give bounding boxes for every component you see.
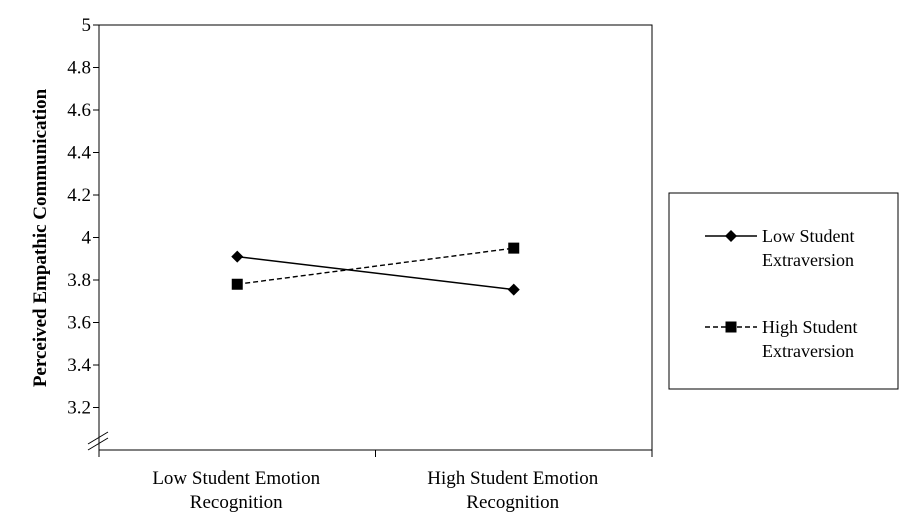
y-tick-label: 3.4 (67, 355, 91, 376)
legend-label-line: Low Student (762, 226, 855, 246)
legend: Low Student Extraversion High Student Extra… (668, 192, 899, 390)
series-line-high-extraversion (237, 247, 514, 285)
y-tick-label: 3.8 (67, 270, 91, 291)
legend-swatch-marker (725, 321, 737, 333)
plot-area-frame (98, 24, 653, 451)
data-point-high-extraversion (508, 242, 520, 254)
x-category-label-line: Low Student Emotion (152, 468, 320, 489)
series-line-low-extraversion (237, 255, 514, 291)
data-point-low-extraversion (507, 283, 520, 296)
y-tick-label: 4 (82, 228, 92, 249)
data-point-low-extraversion (231, 250, 244, 263)
axis-break-mark (87, 431, 109, 445)
y-tick-label: 4.8 (67, 58, 91, 79)
legend-item-low-extraversion: Low Student Extraversion (705, 226, 855, 270)
legend-label: Low Student Extraversion (762, 226, 855, 270)
x-category-label: High Student Emotion Recognition (427, 468, 599, 513)
data-point-high-extraversion (231, 278, 243, 290)
x-category-label-line: High Student Emotion (427, 468, 599, 489)
legend-label-line: Extraversion (762, 341, 854, 361)
y-tick-label: 3.6 (67, 313, 91, 334)
y-tick-label: 5 (82, 15, 92, 36)
series-low-extraversion (231, 250, 520, 296)
legend-label-line: Extraversion (762, 250, 854, 270)
x-category-label-line: Recognition (190, 492, 283, 513)
legend-label-line: High Student (762, 317, 858, 337)
legend-item-high-extraversion: High Student Extraversion (705, 317, 858, 361)
y-tick-label: 4.2 (67, 185, 91, 206)
legend-label: High Student Extraversion (762, 317, 858, 361)
series-layer (231, 242, 520, 296)
y-tick-label: 3.2 (67, 398, 91, 419)
legend-box (668, 192, 899, 390)
y-tick-label: 4.6 (67, 100, 91, 121)
y-tick-label: 4.4 (67, 143, 91, 164)
x-category-label: Low Student Emotion Recognition (152, 468, 320, 513)
series-high-extraversion (231, 242, 520, 290)
y-axis-title: Perceived Empathic Communication (30, 88, 51, 387)
x-category-label-line: Recognition (466, 492, 559, 513)
axis-break-mark (87, 437, 109, 451)
y-axis: 3.2 3.4 3.6 3.8 4 4.2 4.4 4.6 4.8 5 (67, 15, 109, 451)
legend-swatch-marker (725, 230, 737, 242)
